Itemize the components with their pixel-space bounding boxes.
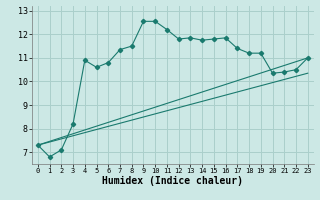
X-axis label: Humidex (Indice chaleur): Humidex (Indice chaleur) [102,176,243,186]
